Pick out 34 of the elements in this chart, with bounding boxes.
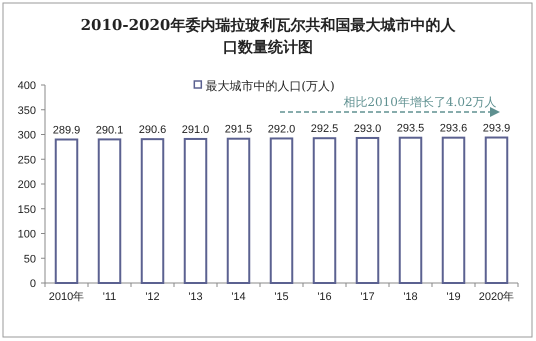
y-tick-label: 150 [18, 204, 36, 216]
data-label: 293.9 [482, 122, 510, 135]
x-tick-label: '16 [317, 291, 332, 303]
data-label: 292.0 [268, 123, 296, 136]
data-label: 291.5 [224, 124, 252, 136]
y-tick-label: 100 [18, 228, 36, 240]
annotation: 相比2010年增长了4.02万人 [343, 95, 497, 109]
y-tick-label: 50 [24, 253, 36, 266]
data-label: 293.6 [440, 122, 468, 135]
y-tick-label: 0 [30, 278, 36, 290]
legend-label: 最大城市中的人口(万人) [205, 79, 335, 93]
y-tick-label: 350 [18, 104, 36, 117]
x-tick-label: '14 [231, 291, 246, 303]
x-tick-label: '18 [403, 291, 418, 303]
y-tick-label: 300 [18, 130, 36, 142]
chart-title: 2010-2020年委内瑞拉玻利瓦尔共和国最大城市中的人口数量统计图 [80, 16, 456, 56]
data-label: 290.1 [96, 124, 124, 136]
x-tick-label: 2010年 [48, 291, 84, 303]
y-tick-label: 250 [18, 154, 36, 166]
y-tick-label: 400 [18, 80, 36, 92]
x-tick-label: '12 [145, 291, 160, 303]
x-tick-label: '19 [446, 291, 461, 303]
x-tick-label: '17 [360, 291, 375, 303]
x-tick-label: '11 [102, 291, 116, 303]
data-label: 290.6 [138, 124, 166, 136]
data-label: 291.0 [182, 124, 210, 136]
x-tick-label: '13 [188, 291, 203, 303]
data-label: 293.5 [396, 122, 424, 135]
data-label: 292.5 [310, 123, 338, 136]
y-tick-label: 200 [18, 179, 36, 191]
x-tick-label: 2020年 [478, 291, 514, 303]
x-tick-label: '15 [274, 291, 289, 303]
data-label: 293.0 [354, 122, 382, 135]
data-label: 289.9 [52, 124, 80, 136]
